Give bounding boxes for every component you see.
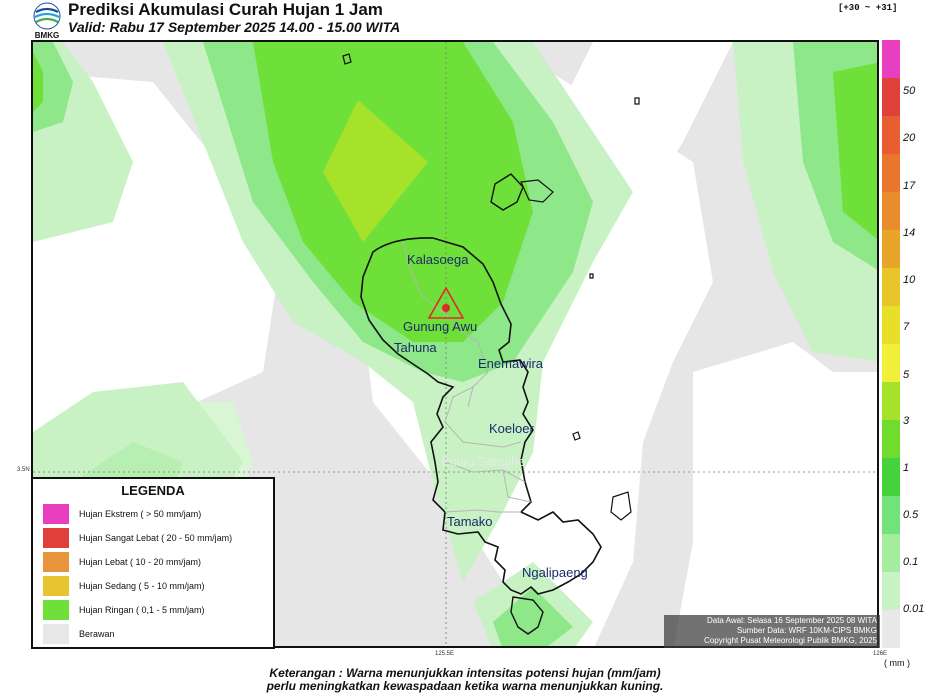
lat-label: 3.5N [17,467,30,473]
colorbar-segment [882,420,900,459]
legend-item: Hujan Lebat ( 10 - 20 mm/jam) [43,552,201,572]
colorbar-segment [882,268,900,307]
colorbar-segment [882,230,900,269]
legend-swatch [43,504,69,524]
tz-offset: [+30 ~ +31] [838,3,898,13]
legend-label: Hujan Lebat ( 10 - 20 mm/jam) [79,557,202,567]
legend-title: LEGENDA [121,483,185,498]
place-pulau-sangihe: Pulau Sangihe [441,454,526,469]
volcano-triangle-icon [427,286,465,319]
info-line-3: Copyright Pusat Meteorologi Publik BMKG,… [704,636,877,645]
colorbar-segment [882,40,900,79]
colorbar-label: 10 [903,274,916,286]
legend-swatch [43,600,69,620]
info-line-2: Sumber Data: WRF 10KM-CIPS BMKG [736,626,877,635]
colorbar-segment [882,78,900,117]
colorbar-segment [882,496,900,535]
colorbar-segment [882,610,900,649]
colorbar-segment [882,306,900,345]
lon-label-2: 126E [873,651,888,657]
legend-label: Hujan Sedang ( 5 - 10 mm/jam) [79,581,205,591]
logo-text: BMKG [34,31,60,40]
legend-swatch [43,552,69,572]
legend-item: Hujan Ekstrem ( > 50 mm/jam) [43,504,201,524]
colorbar-label: 14 [903,227,916,239]
legend-label: Hujan Ekstrem ( > 50 mm/jam) [79,509,202,519]
colorbar-segment [882,154,900,193]
valid-period: Valid: Rabu 17 September 2025 14.00 - 15… [68,19,401,35]
colorbar-segment [882,344,900,383]
colorbar [882,40,900,649]
legend-item: Berawan [43,624,115,644]
colorbar-segment [882,116,900,155]
legend-item: Hujan Ringan ( 0,1 - 5 mm/jam) [43,600,205,620]
data-info-box: Data Awal: Selasa 16 September 2025 08 W… [664,615,880,648]
info-line-1: Data Awal: Selasa 16 September 2025 08 W… [706,616,877,625]
colorbar-unit: ( mm ) [884,658,910,668]
place-koeloer: Koeloer [489,421,534,436]
legend-swatch [43,528,69,548]
colorbar-segment [882,458,900,497]
legend-box: LEGENDA Hujan Ekstrem ( > 50 mm/jam) Huja… [31,477,275,649]
legend-swatch [43,576,69,596]
place-tahuna: Tahuna [394,340,437,355]
place-kalasoega: Kalasoega [407,252,469,267]
legend-label: Berawan [79,629,115,639]
colorbar-label: 0.5 [903,509,919,521]
legend-label: Hujan Sangat Lebat ( 20 - 50 mm/jam) [79,533,233,543]
footer-note-1: Keterangan : Warna menunjukkan intensita… [269,666,661,680]
colorbar-label: 50 [903,85,916,97]
colorbar-label: 20 [903,132,916,144]
legend-item: Hujan Sedang ( 5 - 10 mm/jam) [43,576,205,596]
bmkg-logo: BMKG [30,2,64,40]
colorbar-segment [882,534,900,573]
place-tamako: Tamako [447,514,493,529]
colorbar-label: 1 [903,462,910,474]
colorbar-label: 7 [903,321,910,333]
legend-item: Hujan Sangat Lebat ( 20 - 50 mm/jam) [43,528,232,548]
colorbar-label: 0.1 [903,556,919,568]
colorbar-label: 3 [903,415,910,427]
colorbar-segment [882,192,900,231]
colorbar-label: 5 [903,369,910,381]
lon-label-1: 125.5E [435,651,455,657]
colorbar-label: 0.01 [903,603,925,615]
colorbar-segment [882,572,900,611]
legend-swatch [43,624,69,644]
legend-label: Hujan Ringan ( 0,1 - 5 mm/jam) [79,605,205,615]
place-ngalipaeng: Ngalipaeng [522,565,588,580]
place-enemawira: Enemawira [478,356,544,371]
colorbar-label: 17 [903,180,916,192]
footer-note-2: perlu meningkatkan kewaspadaan ketika wa… [266,679,664,693]
place-gunung-awu: Gunung Awu [403,319,477,334]
colorbar-segment [882,382,900,421]
page-title: Prediksi Akumulasi Curah Hujan 1 Jam [68,0,383,19]
